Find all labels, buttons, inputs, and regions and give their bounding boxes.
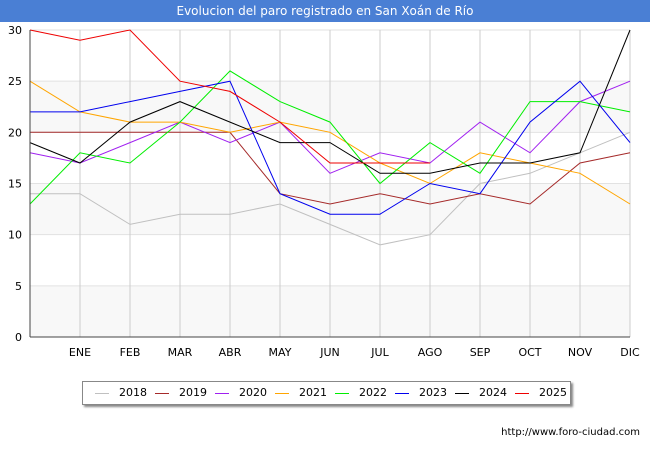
x-tick-label: FEB [120, 346, 141, 359]
y-tick-label: 20 [8, 126, 22, 139]
legend-item-2020: 2020 [215, 382, 275, 404]
legend-item-2025: 2025 [515, 382, 575, 404]
series-line-2023 [30, 80, 631, 215]
legend-swatch [155, 393, 169, 394]
x-tick-label: JUN [319, 346, 340, 359]
legend-label: 2025 [539, 386, 567, 399]
series-line-2019 [30, 131, 631, 205]
legend-label: 2020 [239, 386, 267, 399]
series-line-2025 [29, 29, 430, 164]
x-tick-label: SEP [470, 346, 491, 359]
legend-label: 2021 [299, 386, 327, 399]
legend-item-2019: 2019 [155, 382, 215, 404]
legend-item-2023: 2023 [395, 382, 455, 404]
legend-item-2022: 2022 [335, 382, 395, 404]
x-tick-label: OCT [518, 346, 541, 359]
series-line-2022 [29, 70, 631, 205]
x-tick-label: ENE [69, 346, 91, 359]
series-lines [29, 29, 631, 246]
legend-label: 2022 [359, 386, 387, 399]
series-line-2018 [30, 131, 631, 246]
chart-title: Evolucion del paro registrado en San Xoá… [0, 0, 650, 22]
legend-swatch [395, 393, 409, 394]
series-line-2020 [29, 80, 631, 174]
x-tick-label: MAR [168, 346, 193, 359]
series-line-2024 [29, 29, 631, 174]
axes [29, 30, 630, 338]
x-tick-label: NOV [568, 346, 593, 359]
legend-swatch [95, 393, 109, 394]
y-tick-label: 10 [8, 229, 22, 242]
legend-item-2024: 2024 [455, 382, 515, 404]
legend-swatch [455, 393, 469, 394]
legend-item-2021: 2021 [275, 382, 335, 404]
x-tick-label: ABR [219, 346, 242, 359]
legend-label: 2018 [119, 386, 147, 399]
source-credit: http://www.foro-ciudad.com [501, 427, 640, 438]
y-tick-label: 5 [15, 280, 22, 293]
y-tick-label: 15 [8, 178, 22, 191]
legend-label: 2024 [479, 386, 507, 399]
y-tick-label: 30 [8, 24, 22, 37]
legend-swatch [335, 393, 349, 394]
legend-label: 2023 [419, 386, 447, 399]
legend-label: 2019 [179, 386, 207, 399]
y-tick-label: 25 [8, 75, 22, 88]
x-tick-label: JUL [370, 346, 389, 359]
legend-swatch [215, 393, 229, 394]
legend-swatch [515, 393, 529, 394]
legend-item-2018: 2018 [95, 382, 155, 404]
y-tick-label: 0 [15, 331, 22, 344]
x-tick-label: AGO [418, 346, 443, 359]
x-tick-label: MAY [269, 346, 292, 359]
tick-labels: 0 5 10 15 20 25 30 ENE FEB MAR ABR MAY JUN JUL AGO SEP O… [8, 24, 640, 359]
x-tick-label: DIC [620, 346, 640, 359]
legend: 2018 2019 2020 2021 2022 2023 2024 2025 [82, 381, 571, 405]
legend-swatch [275, 393, 289, 394]
